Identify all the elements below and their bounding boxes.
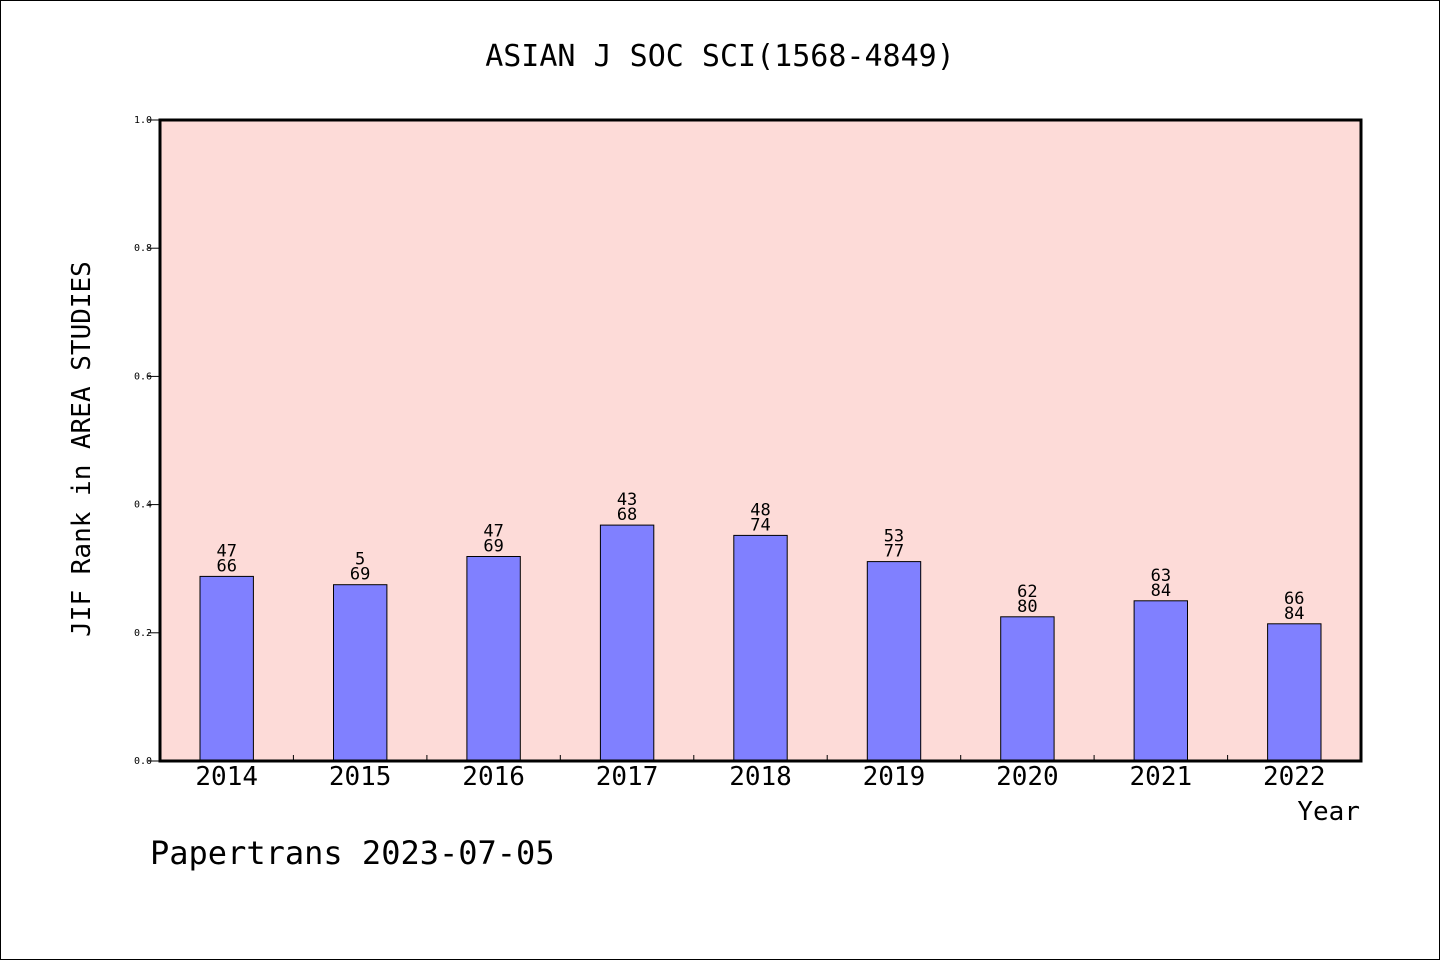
- bar-label-total-2017: 68: [617, 505, 637, 525]
- y-tick-label-0.4: 0.4: [134, 500, 152, 511]
- bar-label-rank-2014: 47: [216, 541, 236, 561]
- bar-2022: [1267, 623, 1322, 762]
- bar-label-total-2019: 77: [884, 542, 904, 562]
- chart-title: ASIAN J SOC SCI(1568-4849): [485, 39, 955, 74]
- x-tick-label-2016: 2016: [462, 762, 525, 792]
- bar-label-total-2020: 80: [1017, 597, 1037, 617]
- bar-label-rank-2016: 47: [483, 522, 503, 542]
- bar-label-total-2022: 84: [1284, 604, 1304, 624]
- bar-label-rank-2022: 66: [1284, 589, 1304, 609]
- x-tick-label-2021: 2021: [1130, 762, 1193, 792]
- bar-label-rank-2015: 5: [355, 550, 365, 570]
- x-axis-label: Year: [1297, 797, 1360, 827]
- bar-label-rank-2020: 62: [1017, 582, 1037, 602]
- bar-label-rank-2021: 63: [1151, 566, 1171, 586]
- bar-2017: [599, 524, 655, 762]
- bar-2018: [733, 534, 788, 762]
- bar-label-total-2014: 66: [216, 556, 236, 576]
- bar-2014: [199, 575, 254, 762]
- footer-credit: Papertrans 2023-07-05: [150, 834, 555, 872]
- bar-label-total-2018: 74: [750, 515, 770, 535]
- x-tick-label-2017: 2017: [596, 762, 659, 792]
- bar-label-total-2021: 84: [1151, 581, 1171, 601]
- x-tick-label-2015: 2015: [329, 762, 392, 792]
- bar-2015: [333, 584, 388, 762]
- x-tick-label-2020: 2020: [996, 762, 1059, 792]
- plot-border: [158, 118, 1363, 763]
- y-axis: 0.0 0.2 0.4 0.6 0.8 1.0: [134, 115, 160, 767]
- bar-2016: [466, 556, 521, 762]
- bar-2021: [1133, 600, 1188, 762]
- x-tick-label-2022: 2022: [1263, 762, 1326, 792]
- bar-label-rank-2017: 43: [617, 490, 637, 510]
- x-tick-label-2014: 2014: [195, 762, 258, 792]
- x-axis: 2014 2015 2016 2017 2018 2019 2020 2021 2022: [195, 755, 1326, 792]
- y-tick-label-0.0: 0.0: [134, 756, 152, 767]
- y-tick-label-0.2: 0.2: [134, 628, 152, 639]
- y-tick-label-0.6: 0.6: [134, 371, 152, 382]
- bar-label-total-2015: 69: [350, 565, 370, 585]
- x-tick-label-2018: 2018: [729, 762, 792, 792]
- bar-label-rank-2018: 48: [750, 500, 770, 520]
- bar-2019: [866, 561, 922, 762]
- bar-label-total-2016: 69: [483, 537, 503, 557]
- y-axis-label: JIF Rank in AREA STUDIES: [67, 261, 97, 637]
- x-tick-label-2019: 2019: [863, 762, 926, 792]
- bar-2020: [1000, 616, 1055, 762]
- bars-group: [199, 524, 1322, 762]
- y-tick-label-0.8: 0.8: [134, 243, 152, 254]
- y-tick-label-1.0: 1.0: [134, 115, 152, 126]
- bar-label-rank-2019: 53: [884, 527, 904, 547]
